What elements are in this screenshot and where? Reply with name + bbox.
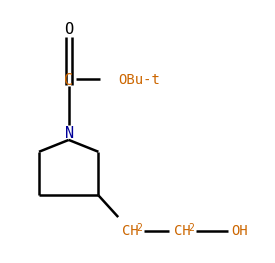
- Text: N: N: [65, 127, 74, 141]
- Text: 2: 2: [188, 223, 194, 233]
- Text: O: O: [64, 22, 73, 37]
- Text: CH: CH: [122, 224, 138, 238]
- Text: C: C: [64, 73, 73, 88]
- Text: CH: CH: [174, 224, 191, 238]
- Text: OBu-t: OBu-t: [118, 73, 160, 87]
- Text: OH: OH: [232, 224, 248, 238]
- Text: 2: 2: [136, 223, 142, 233]
